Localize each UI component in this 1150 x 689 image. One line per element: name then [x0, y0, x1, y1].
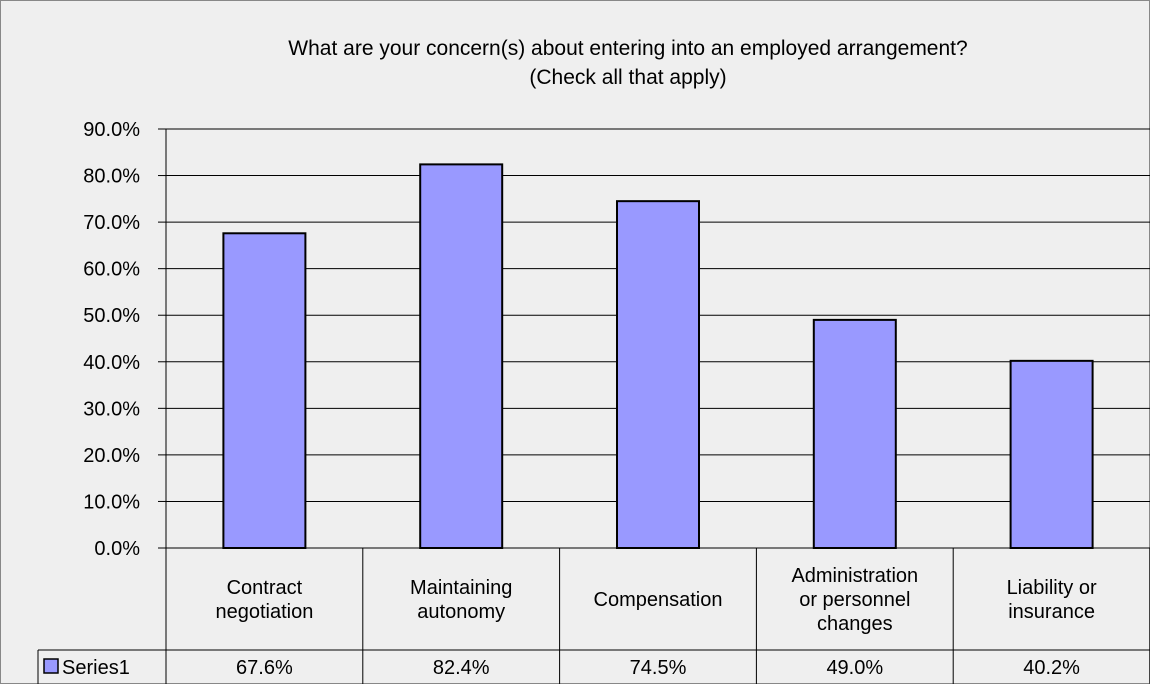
- bar: [419, 163, 504, 549]
- legend-label: Series1: [62, 657, 130, 679]
- chart-title-line-2: (Check all that apply): [529, 66, 726, 89]
- data-label: 67.6%: [236, 657, 293, 679]
- x-tick-label: Administration or personnel changes: [791, 565, 918, 635]
- y-tick-label: 20.0%: [83, 445, 140, 467]
- legend-swatch: [43, 658, 59, 674]
- y-tick-label: 50.0%: [83, 305, 140, 327]
- y-tick-label: 30.0%: [83, 398, 140, 420]
- chart-title-line-1: What are your concern(s) about entering …: [288, 37, 967, 60]
- y-axis: 0.0% 10.0% 20.0% 30.0% 40.0% 50.0% 60.0% 70.0% 8…: [83, 119, 167, 560]
- data-label: 49.0%: [826, 657, 883, 679]
- data-table: Contract negotiation Maintaining autonomy Co…: [37, 547, 1150, 684]
- bar: [222, 232, 307, 549]
- y-tick-label: 90.0%: [83, 119, 140, 141]
- bar: [812, 318, 897, 549]
- data-label: 82.4%: [433, 657, 490, 679]
- y-tick-label: 70.0%: [83, 212, 140, 234]
- bar: [1009, 359, 1094, 550]
- y-tick-label: 40.0%: [83, 352, 140, 374]
- data-label: 74.5%: [630, 657, 687, 679]
- y-tick-label: 10.0%: [83, 491, 140, 513]
- bar: [616, 200, 700, 550]
- x-tick-label: Contract negotiation: [215, 577, 313, 623]
- data-label: 40.2%: [1023, 657, 1080, 679]
- y-tick-label: 60.0%: [83, 259, 140, 281]
- x-tick-label: Maintaining autonomy: [410, 577, 512, 623]
- x-tick-label: Liability or insurance: [1007, 577, 1097, 623]
- x-tick-label: Compensation: [594, 589, 723, 611]
- y-tick-label: 0.0%: [94, 538, 140, 560]
- y-tick-label: 80.0%: [83, 166, 140, 188]
